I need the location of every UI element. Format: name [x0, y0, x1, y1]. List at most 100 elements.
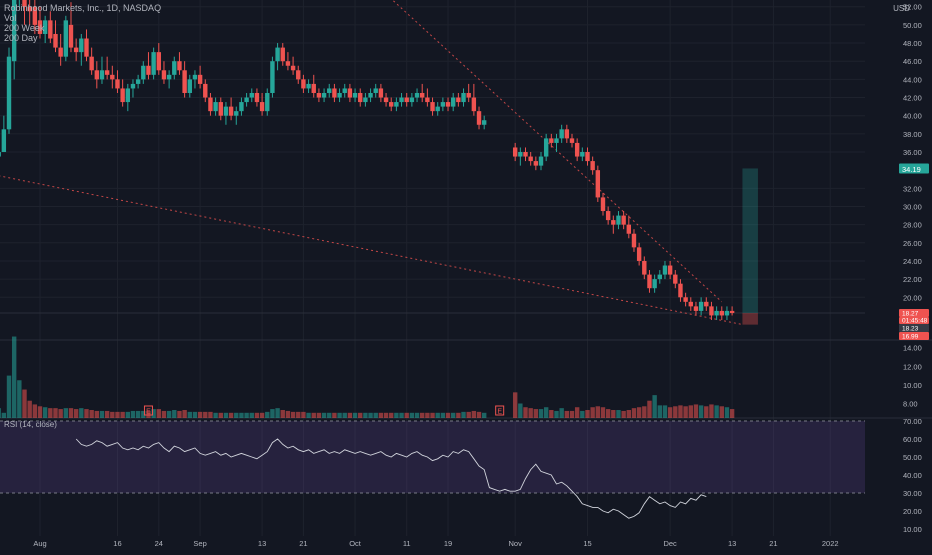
price-tick-label: 28.00	[903, 221, 922, 230]
candle-body	[554, 138, 559, 143]
volume-bar	[166, 410, 172, 418]
rsi-tick-label: 60.00	[903, 435, 922, 444]
legend-ma1[interactable]: 200 Week	[4, 23, 45, 33]
candle-body	[440, 102, 446, 107]
volume-bar	[1, 412, 7, 418]
volume-bar	[481, 412, 487, 418]
candle-body	[481, 120, 487, 125]
legend-ma2[interactable]: 200 Day	[4, 33, 38, 43]
volume-bar	[636, 407, 642, 418]
volume-bar	[342, 412, 347, 418]
candle-body	[409, 97, 415, 103]
volume-bar	[600, 407, 606, 418]
volume-bar	[172, 410, 177, 418]
candle-body	[115, 79, 120, 89]
rsi-line-layer	[75, 438, 707, 519]
candle-body	[580, 152, 585, 157]
price-tick-label: 44.00	[903, 75, 922, 84]
candle-body	[538, 156, 544, 166]
volume-bar	[296, 411, 301, 418]
date-tick-label: Aug	[33, 539, 46, 548]
candle-body	[518, 152, 523, 157]
trendline	[391, 0, 723, 303]
volume-bar	[704, 406, 709, 418]
volume-bar	[373, 412, 378, 418]
price-badge-last	[899, 309, 929, 317]
candle-body	[1, 129, 7, 153]
volume-tick-label: 8.00	[903, 400, 918, 409]
volume-bar	[223, 412, 229, 418]
volume-bar	[435, 412, 440, 418]
candle-body	[89, 56, 94, 71]
candle-body	[399, 97, 404, 103]
volume-bar	[104, 410, 110, 418]
candle-body	[673, 274, 678, 284]
legend-vol[interactable]: Vol	[4, 13, 17, 23]
candle-body	[172, 61, 177, 75]
candle-body	[296, 70, 301, 80]
candle-body	[363, 97, 368, 103]
candle-body	[347, 88, 353, 98]
volume-bar	[528, 408, 533, 418]
candle-body	[389, 102, 394, 107]
candle-body	[63, 20, 69, 57]
volume-bar	[698, 405, 704, 418]
volume-bar	[259, 412, 265, 418]
candles-layer	[0, 0, 735, 320]
volume-bar	[554, 410, 559, 418]
volume-bar	[135, 410, 141, 418]
candle-body	[435, 106, 440, 112]
volume-bar	[22, 389, 27, 418]
candle-body	[58, 47, 63, 57]
volume-bar	[0, 408, 1, 418]
volume-bar	[678, 405, 683, 418]
volume-bar	[244, 412, 249, 418]
candle-body	[564, 129, 570, 139]
candle-body	[445, 102, 451, 107]
volume-bar	[192, 411, 198, 418]
volume-bar	[347, 412, 353, 418]
candle-body	[239, 102, 244, 112]
candle-body	[420, 92, 425, 98]
candle-body	[161, 70, 167, 80]
price-tick-label: 30.00	[903, 202, 922, 211]
volume-bar	[68, 408, 74, 418]
volume-bar	[657, 405, 662, 418]
date-tick-label: 13	[258, 539, 266, 548]
volume-bar	[729, 409, 735, 418]
volume-bar	[146, 410, 151, 418]
currency-label[interactable]: USD	[893, 4, 910, 13]
volume-bar	[652, 395, 657, 418]
volume-bar	[234, 412, 239, 418]
candle-body	[228, 106, 234, 116]
volume-bar	[316, 412, 322, 418]
rsi-tick-label: 20.00	[903, 507, 922, 516]
volume-bar	[683, 406, 688, 418]
candle-body	[425, 97, 430, 103]
volume-bar	[332, 412, 337, 418]
rsi-tick-label: 70.00	[903, 417, 922, 426]
price-badge-b3-label: 16.99	[902, 333, 919, 340]
candle-body	[321, 92, 327, 98]
rsi-legend[interactable]: RSI (14, close)	[4, 420, 57, 429]
candle-body	[156, 52, 161, 71]
volume-bar	[647, 400, 652, 418]
date-tick-label: 13	[728, 539, 736, 548]
candle-body	[110, 74, 115, 80]
candle-body	[327, 88, 332, 93]
candle-body	[151, 52, 156, 75]
volume-bar	[17, 380, 22, 418]
legend-symbol[interactable]: Robinhood Markets, Inc., 1D, NASDAQ	[4, 3, 162, 13]
volume-bar	[476, 411, 482, 418]
candle-body	[285, 61, 291, 66]
price-tick-label: 40.00	[903, 112, 922, 121]
volume-bar	[642, 406, 647, 418]
volume-bar	[518, 403, 523, 418]
axes-layer: 52.00 50.00 48.00 46.00 44.00 42.00 40.00 38.00…	[33, 3, 921, 548]
volume-bar	[673, 406, 678, 418]
candle-body	[182, 70, 187, 93]
candle-body	[528, 156, 533, 162]
